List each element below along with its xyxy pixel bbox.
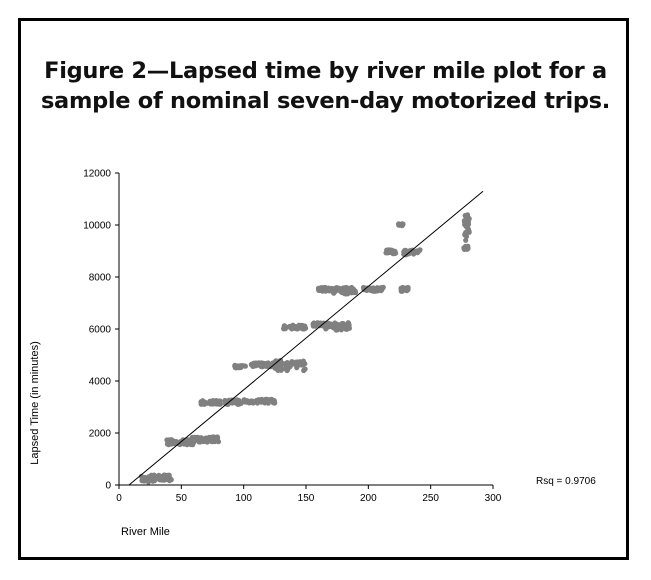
data-point [294,325,300,331]
data-point [396,222,402,228]
data-point [361,286,367,292]
data-point [287,324,293,330]
data-point [195,435,201,441]
data-point [297,359,303,365]
data-point [185,438,191,444]
data-point [206,435,213,441]
data-point [282,324,288,330]
x-tick-label: 100 [235,493,252,504]
data-point [351,288,357,294]
axis-labels: Lapsed Time (in minutes) River Mile Rsq … [29,341,596,538]
data-point [338,288,344,295]
data-point [229,400,235,406]
data-point [214,436,220,442]
data-point [462,232,468,238]
data-point [190,438,196,445]
data-point [204,400,211,406]
data-point [170,439,176,445]
data-point [259,362,265,368]
data-point [198,401,204,407]
data-point [380,284,386,290]
data-point [403,247,409,253]
data-point [249,398,255,404]
data-point [316,286,322,292]
data-point [275,367,281,373]
data-point [465,245,471,251]
y-tick-label: 4000 [89,377,112,388]
x-tick-label: 50 [176,493,188,504]
data-point [346,322,352,328]
data-point [302,361,308,367]
data-point [253,398,259,404]
x-tick-label: 0 [116,493,122,504]
data-point [464,212,471,218]
data-point [345,285,351,291]
data-point [253,360,259,366]
figure-title-line-1: Figure 2—Lapsed time by river mile plot … [44,58,607,84]
x-axis-label: River Mile [121,526,170,538]
data-point [334,285,340,291]
data-point [148,472,155,478]
x-tick-label: 200 [360,493,377,504]
data-point [287,364,293,370]
data-point [161,472,167,478]
data-point [232,364,238,370]
data-point [236,398,242,404]
fit-line [128,190,484,486]
data-point [317,323,323,329]
data-point [331,290,337,296]
data-point [403,285,409,292]
data-point [266,361,272,367]
data-point [139,478,145,484]
data-point [375,287,382,293]
data-point [244,398,250,404]
figure-title: Figure 2—Lapsed time by river mile plot … [0,56,651,116]
data-point [302,366,308,372]
y-tick-label: 2000 [89,429,112,440]
x-tick-label: 300 [485,493,502,504]
data-point [238,363,244,369]
data-point [156,472,162,478]
data-point [398,285,404,291]
data-point [300,326,306,332]
data-point [344,326,350,332]
data-point [465,221,472,227]
data-point [466,228,472,234]
y-tick-label: 10000 [83,221,111,232]
y-tick-label: 6000 [89,325,112,336]
data-point [389,248,395,254]
data-point [415,249,421,255]
data-point [325,320,331,326]
data-point [310,323,316,329]
data-point [278,362,284,368]
data-points [138,212,472,485]
x-tick-label: 250 [422,493,439,504]
data-point [272,362,278,368]
x-tick-label: 150 [298,493,315,504]
y-tick-label: 0 [105,481,111,492]
data-point [462,219,468,225]
y-tick-label: 12000 [83,169,111,180]
data-point [323,288,329,294]
data-point [260,397,266,403]
y-tick-label: 8000 [89,273,112,284]
figure-frame [18,18,629,560]
data-point [166,477,172,483]
data-point [143,477,149,484]
data-point [204,439,210,445]
rsq-annotation: Rsq = 0.9706 [536,476,596,487]
y-axis-label: Lapsed Time (in minutes) [29,341,41,465]
data-point [265,400,271,406]
data-point [271,398,277,404]
axes: 0 2000 4000 6000 8000 10000 12000 0 50 100 150 200 2… [83,169,502,505]
data-point [335,324,341,330]
data-point [461,245,467,251]
data-point [283,362,289,368]
data-point [372,287,378,293]
data-point [162,477,168,483]
figure-title-line-2: sample of nominal seven-day motorized tr… [40,88,611,114]
